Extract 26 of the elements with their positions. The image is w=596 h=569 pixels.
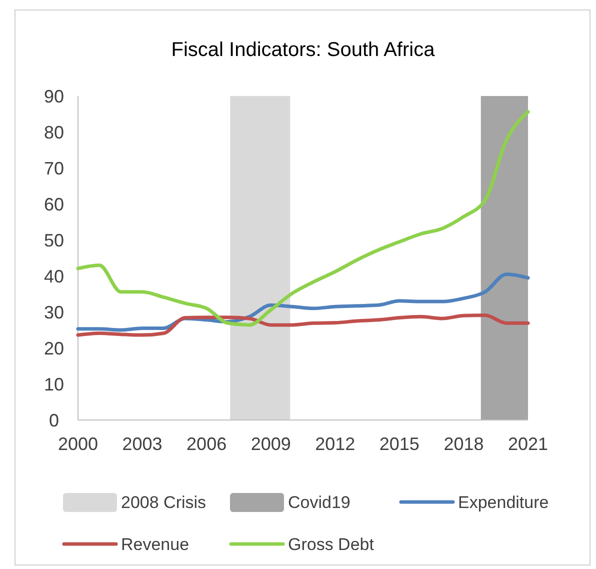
y-tick-label: 40 [44,266,64,286]
line-series [76,313,530,337]
y-tick-label: 10 [44,374,64,394]
x-tick-label: 2018 [444,434,484,454]
legend-label: Expenditure [458,492,549,512]
y-tick-label: 30 [44,302,64,322]
x-tick-label: 2006 [186,434,227,454]
x-tick-label: 2015 [379,434,420,454]
legend-label: 2008 Crisis [121,492,206,512]
legend-label: Revenue [121,534,190,554]
chart-title: Fiscal Indicators: South Africa [171,39,436,61]
x-tick-label: 2000 [58,434,98,454]
y-tick-label: 0 [48,410,60,430]
legend-label: Gross Debt [288,534,374,554]
line-series [76,110,530,327]
y-tick-label: 60 [44,194,64,214]
x-tick-label: 2012 [315,434,356,454]
legend-label: Covid19 [288,492,350,512]
y-tick-label: 20 [44,338,64,358]
y-tick-label: 80 [44,122,64,142]
y-tick-label: 70 [44,158,64,178]
x-tick-label: 2009 [250,434,291,454]
x-tick-label: 2021 [508,434,548,454]
y-tick-label: 50 [44,230,64,250]
x-tick-label: 2003 [122,434,162,454]
y-tick-label: 90 [44,86,64,106]
